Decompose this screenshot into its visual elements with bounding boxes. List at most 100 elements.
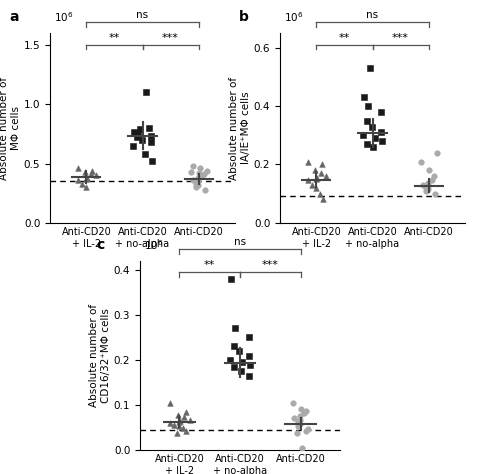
Text: **: ** xyxy=(109,33,120,43)
Point xyxy=(180,413,188,421)
Point xyxy=(296,416,304,424)
Point xyxy=(296,420,304,428)
Point xyxy=(292,429,300,437)
Point xyxy=(147,132,155,140)
Point xyxy=(166,419,174,427)
Point xyxy=(142,89,150,96)
Point xyxy=(304,177,312,184)
Point xyxy=(294,423,302,430)
Point xyxy=(130,128,138,136)
Point xyxy=(173,429,181,437)
Point xyxy=(290,414,298,421)
Point xyxy=(176,419,184,426)
Y-axis label: Absolute number of
CD16/32⁺MΦ cells: Absolute number of CD16/32⁺MΦ cells xyxy=(90,304,111,407)
Point xyxy=(232,325,239,332)
Point xyxy=(194,174,202,182)
Point xyxy=(322,173,330,180)
Point xyxy=(312,184,320,191)
Point xyxy=(313,174,321,182)
Point xyxy=(198,172,206,179)
Point xyxy=(364,102,372,110)
Point xyxy=(422,187,430,194)
Text: ns: ns xyxy=(136,10,148,20)
Point xyxy=(134,130,142,137)
Text: b: b xyxy=(240,10,249,25)
Text: ***: *** xyxy=(392,33,409,43)
Point xyxy=(82,175,90,183)
Point xyxy=(226,275,234,283)
Point xyxy=(194,178,202,185)
Point xyxy=(377,128,385,136)
Point xyxy=(186,416,194,423)
Point xyxy=(430,173,438,180)
Point xyxy=(424,180,432,187)
Point xyxy=(192,180,200,188)
Point xyxy=(235,347,243,355)
Point xyxy=(317,169,325,177)
Point xyxy=(136,125,144,133)
Point xyxy=(318,161,326,168)
Point xyxy=(195,169,203,177)
Point xyxy=(246,352,254,359)
Point xyxy=(359,131,367,139)
Point xyxy=(74,164,82,172)
Point xyxy=(226,356,234,364)
Point xyxy=(82,183,90,191)
Text: **: ** xyxy=(339,33,350,43)
Text: **: ** xyxy=(204,260,216,270)
Point xyxy=(129,142,137,150)
Point xyxy=(238,358,246,366)
Point xyxy=(433,149,441,156)
Point xyxy=(237,367,245,375)
Point xyxy=(245,372,253,380)
Point xyxy=(304,425,312,432)
Point xyxy=(316,190,324,197)
Point xyxy=(176,422,184,430)
Point xyxy=(176,417,184,425)
Point xyxy=(196,164,203,172)
Point xyxy=(88,167,96,174)
Point xyxy=(302,407,310,414)
Text: 10$^6$: 10$^6$ xyxy=(284,10,303,24)
Point xyxy=(312,175,320,183)
Point xyxy=(424,182,432,190)
Point xyxy=(302,427,310,435)
Point xyxy=(418,181,426,189)
Point xyxy=(360,93,368,101)
Point xyxy=(202,186,209,193)
Point xyxy=(311,166,319,174)
Point xyxy=(296,412,304,420)
Point xyxy=(187,168,195,176)
Point xyxy=(370,143,378,151)
Point xyxy=(432,190,440,197)
Point xyxy=(370,135,378,142)
Text: c: c xyxy=(96,238,104,252)
Point xyxy=(308,181,316,189)
Text: a: a xyxy=(10,10,19,25)
Point xyxy=(377,108,385,116)
Point xyxy=(92,172,100,179)
Point xyxy=(140,150,148,158)
Point xyxy=(138,136,145,144)
Point xyxy=(245,334,253,341)
Point xyxy=(81,168,89,176)
Point xyxy=(203,167,211,174)
Point xyxy=(362,117,370,125)
Point xyxy=(87,171,95,178)
Point xyxy=(300,410,308,417)
Point xyxy=(366,64,374,72)
Point xyxy=(288,399,296,407)
Point xyxy=(170,421,178,428)
Text: ns: ns xyxy=(234,237,246,247)
Point xyxy=(132,134,140,141)
Point xyxy=(318,196,326,203)
Point xyxy=(417,158,425,165)
Y-axis label: Absolute number of
MΦ cells: Absolute number of MΦ cells xyxy=(0,76,21,180)
Point xyxy=(230,343,237,350)
Point xyxy=(363,140,371,148)
Point xyxy=(192,183,200,191)
Point xyxy=(78,180,86,188)
Point xyxy=(182,408,190,416)
Point xyxy=(378,137,386,145)
Point xyxy=(74,176,82,184)
